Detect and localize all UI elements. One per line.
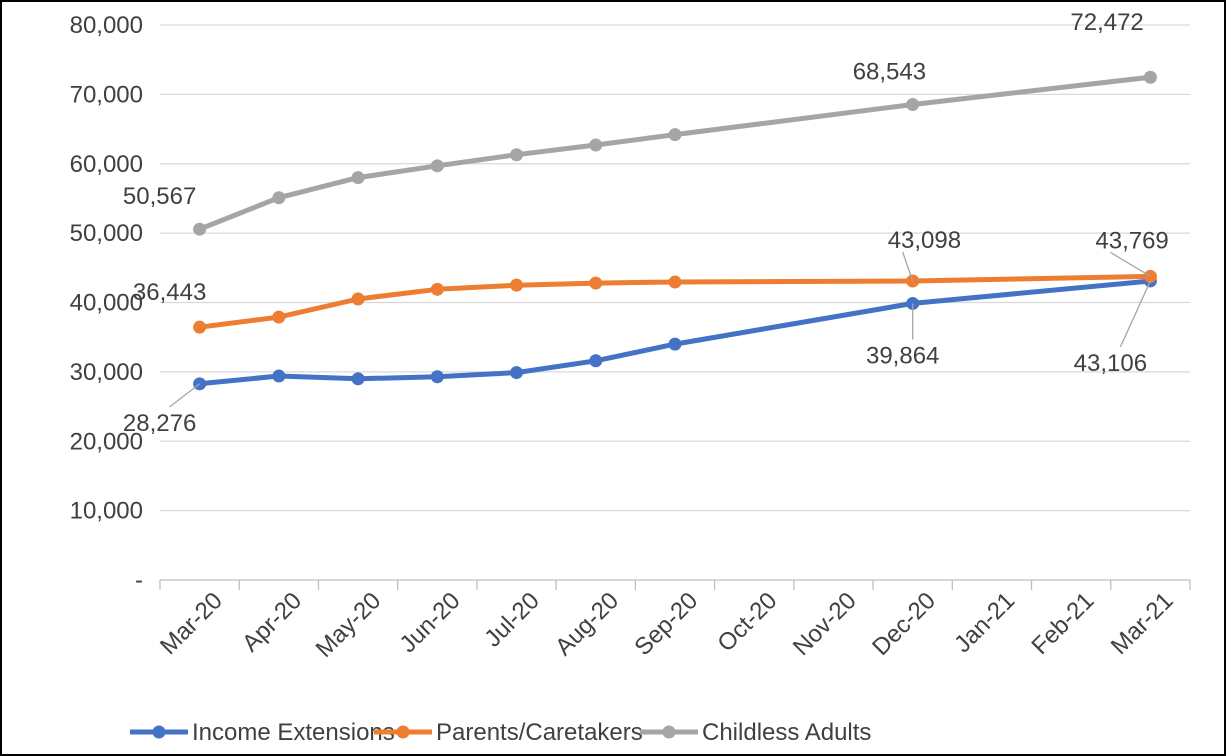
x-tick-label: Sep-20 (629, 587, 703, 661)
x-tick-label: May-20 (311, 587, 387, 663)
y-tick-label: 40,000 (70, 290, 143, 317)
x-tick-label: Jun-20 (395, 587, 466, 658)
data-label: 36,443 (133, 279, 206, 306)
series-lines (193, 70, 1157, 391)
data-point (272, 310, 286, 324)
series-line (197, 278, 1153, 387)
data-point (430, 370, 444, 384)
legend-label: Income Extensions (192, 719, 395, 746)
data-point (668, 275, 682, 289)
x-tick-label: Apr-20 (237, 587, 307, 657)
x-tick-label: Feb-21 (1027, 587, 1100, 660)
legend-marker (152, 725, 166, 739)
data-point (351, 372, 365, 386)
leader-line (902, 251, 914, 282)
x-tick-label: Dec-20 (867, 587, 941, 661)
y-axis-ticks: - 10,000 20,000 30,000 40,000 50,000 60,000 70,… (70, 12, 143, 594)
data-label: 28,276 (123, 410, 196, 437)
series-line (197, 74, 1153, 232)
data-label: 68,543 (853, 58, 926, 85)
x-tick-label: Oct-20 (712, 587, 782, 657)
y-tick-label: 10,000 (70, 498, 143, 525)
x-axis-ticks: Mar-20 Apr-20 May-20 Jun-20 Jul-20 Aug-20 Sep-… (155, 587, 1179, 663)
data-point (351, 171, 365, 185)
y-tick-label: 20,000 (70, 428, 143, 455)
y-tick-label: 30,000 (70, 359, 143, 386)
data-point (510, 278, 524, 292)
data-label: 43,098 (888, 227, 961, 254)
data-point (668, 337, 682, 351)
data-point (906, 97, 920, 111)
data-point (351, 292, 365, 306)
legend-marker (662, 725, 676, 739)
legend-label: Childless Adults (702, 719, 871, 746)
data-point (193, 222, 207, 236)
data-point (1143, 70, 1157, 84)
axes (159, 579, 1191, 590)
data-point (272, 369, 286, 383)
data-label: 72,472 (1070, 9, 1143, 36)
x-tick-label: Nov-20 (788, 587, 862, 661)
legend-marker (396, 725, 410, 739)
data-label: 43,106 (1074, 350, 1147, 377)
y-tick-label: 80,000 (70, 12, 143, 39)
legend-label: Parents/Caretakers (436, 719, 643, 746)
data-point (589, 276, 603, 290)
data-label: 39,864 (866, 342, 939, 369)
x-tick-label: Aug-20 (550, 587, 624, 661)
y-tick-label: 50,000 (70, 220, 143, 247)
y-tick-label: 70,000 (70, 81, 143, 108)
data-point (589, 138, 603, 152)
data-point (668, 128, 682, 142)
data-point (589, 354, 603, 368)
leader-line (1119, 280, 1151, 348)
data-point (510, 148, 524, 162)
x-tick-label: Mar-21 (1106, 587, 1179, 660)
x-tick-label: Jul-20 (479, 587, 544, 652)
leader-line (1110, 251, 1151, 277)
legend: Income Extensions Parents/Caretakers Child… (130, 719, 871, 746)
data-label: 50,567 (123, 183, 196, 210)
x-tick-label: Mar-20 (155, 587, 228, 660)
y-tick-label: 60,000 (70, 151, 143, 178)
data-point (272, 191, 286, 205)
data-point (193, 320, 207, 334)
data-label: 43,769 (1095, 227, 1168, 254)
x-tick-label: Jan-21 (949, 587, 1020, 658)
data-point (430, 159, 444, 173)
y-tick-label: - (135, 567, 143, 594)
data-labels: 28,276 39,864 43,106 36,443 43,098 43,769 50,5… (123, 9, 1169, 437)
gridlines (160, 24, 1190, 512)
leader-line (169, 383, 201, 408)
data-point (430, 282, 444, 296)
data-point (510, 366, 524, 380)
